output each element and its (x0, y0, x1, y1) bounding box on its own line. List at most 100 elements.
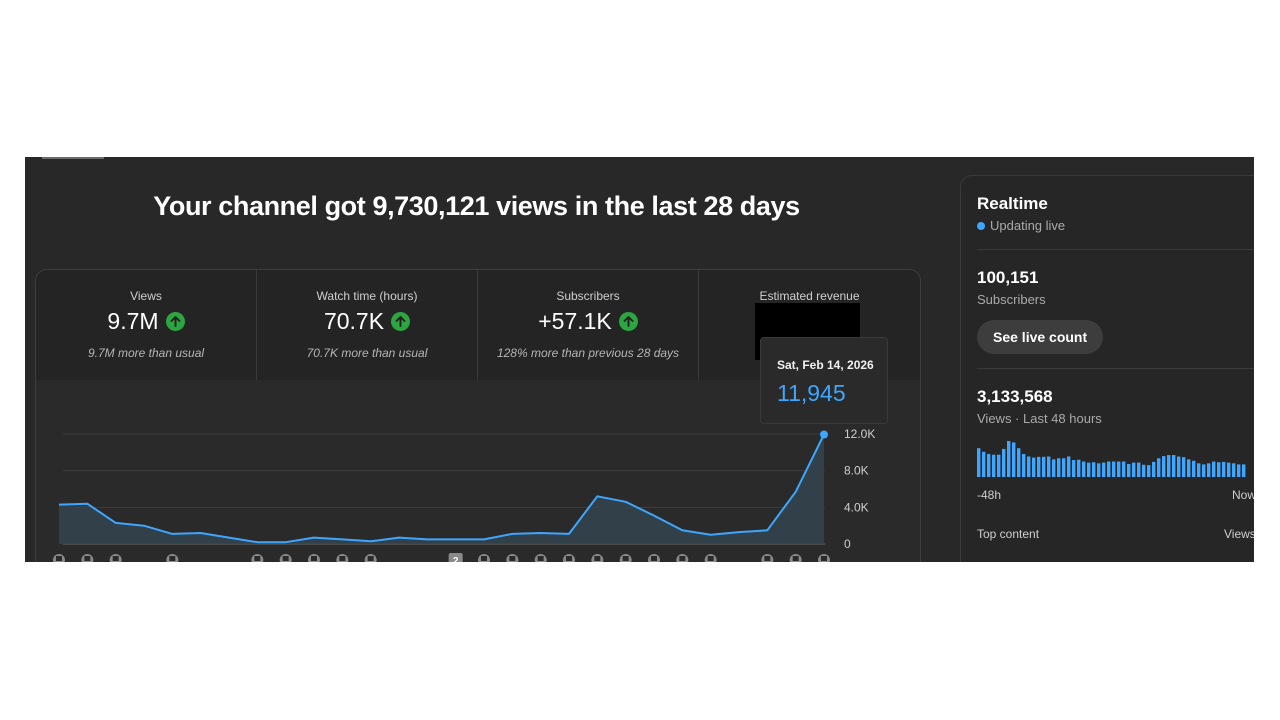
see-live-count-button[interactable]: See live count (977, 320, 1104, 354)
realtime-bar[interactable] (1147, 465, 1151, 477)
realtime-bar[interactable] (1182, 457, 1186, 477)
realtime-bar[interactable] (1167, 455, 1171, 477)
tooltip-value: 11,945 (777, 380, 846, 406)
y-tick-label: 0 (844, 537, 851, 551)
metric-note: 70.7K more than usual (306, 346, 428, 360)
upload-marker-icon[interactable] (563, 554, 575, 562)
realtime-bar[interactable] (1237, 464, 1241, 477)
upload-marker-icon[interactable] (534, 554, 547, 562)
realtime-bar-chart[interactable] (977, 441, 1254, 481)
views-line (58, 434, 825, 544)
live-dot-icon (977, 221, 985, 230)
realtime-bar[interactable] (1222, 461, 1226, 477)
realtime-bar[interactable] (1082, 461, 1086, 477)
realtime-bar[interactable] (1127, 464, 1131, 477)
upload-marker-icon[interactable] (109, 554, 122, 562)
upload-marker-icon[interactable] (591, 554, 604, 562)
metric-tab-views[interactable]: Views 9.7M 9.7M more than usual (36, 270, 257, 380)
realtime-bar[interactable] (1152, 461, 1156, 477)
realtime-bar[interactable] (1072, 460, 1076, 477)
tab-underline (42, 157, 104, 159)
realtime-bar[interactable] (1122, 461, 1126, 477)
realtime-bar[interactable] (1047, 456, 1051, 477)
y-tick-label: 12.0K (844, 427, 875, 441)
upload-marker-icon[interactable] (364, 554, 377, 562)
realtime-bar[interactable] (982, 451, 986, 477)
highlighted-point[interactable] (820, 430, 828, 439)
realtime-bar[interactable] (1017, 448, 1021, 477)
realtime-bar[interactable] (1077, 459, 1081, 477)
upload-marker-icon[interactable] (619, 554, 632, 562)
realtime-bar[interactable] (1227, 462, 1231, 477)
realtime-bar[interactable] (1242, 464, 1246, 477)
realtime-bar[interactable] (992, 454, 996, 477)
realtime-bar[interactable] (1102, 462, 1106, 477)
realtime-bar[interactable] (1132, 462, 1136, 477)
top-content-label: Top content (977, 527, 1040, 541)
upload-marker-icon[interactable] (336, 554, 349, 562)
realtime-bar[interactable] (1092, 462, 1096, 477)
metric-value: +57.1K (538, 308, 612, 334)
realtime-bar[interactable] (1012, 442, 1016, 477)
realtime-bar[interactable] (1067, 456, 1071, 477)
views-chart[interactable]: 12.0K 8.0K 4.0K 0 2 (25, 417, 925, 562)
realtime-bar[interactable] (1107, 461, 1111, 477)
realtime-bar[interactable] (1057, 458, 1061, 477)
realtime-bar[interactable] (1027, 456, 1031, 477)
realtime-bar[interactable] (1042, 456, 1046, 477)
metric-label: Estimated revenue (759, 289, 860, 303)
realtime-bar[interactable] (1162, 456, 1166, 477)
realtime-bar[interactable] (1032, 457, 1036, 477)
upload-marker-icon[interactable] (789, 554, 802, 562)
realtime-bar[interactable] (997, 454, 1001, 477)
upload-marker-icon[interactable] (761, 554, 774, 562)
realtime-bar[interactable] (977, 448, 981, 477)
metric-label: Watch time (hours) (316, 289, 418, 303)
realtime-bar[interactable] (1172, 455, 1176, 477)
upload-marker-icon[interactable] (704, 554, 717, 562)
upload-marker-icon[interactable] (676, 554, 689, 562)
realtime-bar[interactable] (1112, 461, 1116, 477)
realtime-bar[interactable] (1007, 441, 1011, 477)
arrow-up-icon (165, 312, 185, 331)
realtime-bar[interactable] (1207, 463, 1211, 477)
realtime-bar[interactable] (1037, 456, 1041, 477)
upload-count-text: 2 (453, 556, 459, 562)
realtime-bar[interactable] (1022, 453, 1026, 477)
realtime-bar[interactable] (1202, 464, 1206, 477)
upload-marker-icon[interactable] (818, 554, 830, 562)
y-tick-label: 4.0K (844, 500, 869, 514)
realtime-bar[interactable] (1002, 448, 1006, 477)
realtime-bar[interactable] (1137, 462, 1141, 477)
arrow-up-icon (618, 312, 638, 331)
y-tick-label: 8.0K (844, 464, 869, 478)
upload-marker-icon[interactable] (53, 554, 65, 562)
realtime-bar[interactable] (1087, 462, 1091, 477)
upload-marker-icon[interactable] (279, 554, 292, 562)
realtime-bar[interactable] (1052, 459, 1056, 477)
upload-marker-icon[interactable] (81, 554, 94, 562)
realtime-bar[interactable] (1217, 462, 1221, 477)
upload-marker-icon[interactable] (478, 554, 490, 562)
realtime-bar[interactable] (1197, 463, 1201, 477)
metric-note: 128% more than previous 28 days (496, 346, 680, 360)
realtime-bar[interactable] (1142, 464, 1146, 477)
realtime-bar[interactable] (1157, 458, 1161, 477)
realtime-bar[interactable] (1232, 463, 1236, 477)
realtime-bar[interactable] (1117, 461, 1121, 477)
realtime-bar[interactable] (1192, 460, 1196, 477)
upload-marker-icon[interactable] (648, 554, 660, 562)
realtime-bar[interactable] (1177, 456, 1181, 477)
realtime-bar[interactable] (987, 453, 991, 477)
realtime-bar[interactable] (1212, 461, 1216, 477)
metric-tab-watch-time[interactable]: Watch time (hours) 70.7K 70.7K more than… (257, 270, 478, 380)
upload-marker-icon[interactable] (166, 554, 179, 562)
upload-marker-icon[interactable] (251, 554, 264, 562)
metric-tab-subscribers[interactable]: Subscribers +57.1K 128% more than previo… (478, 270, 699, 380)
upload-count-badge[interactable] (448, 553, 463, 562)
realtime-bar[interactable] (1187, 459, 1191, 477)
upload-marker-icon[interactable] (308, 554, 320, 562)
realtime-bar[interactable] (1062, 458, 1066, 477)
upload-marker-icon[interactable] (506, 554, 519, 562)
realtime-bar[interactable] (1097, 463, 1101, 477)
